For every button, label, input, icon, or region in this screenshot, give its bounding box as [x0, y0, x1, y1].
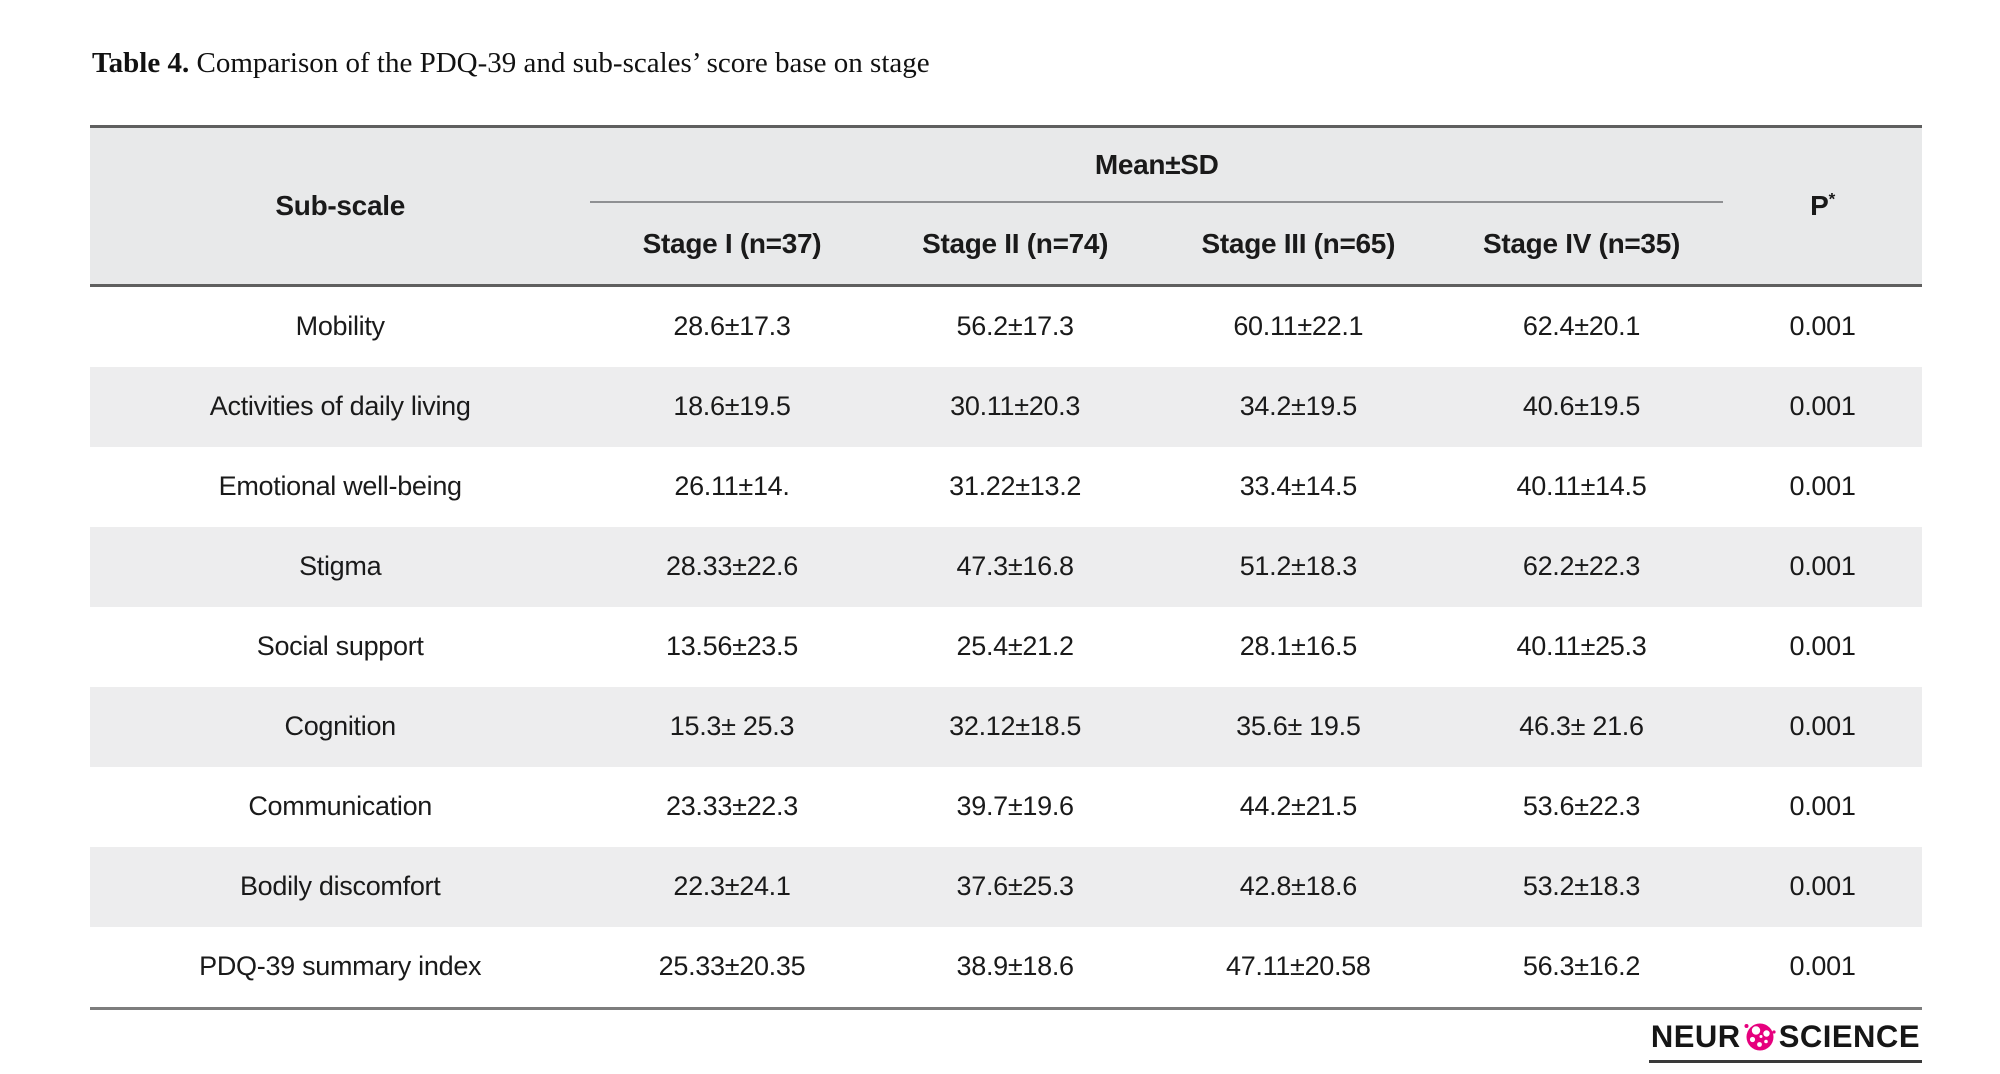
table-row: PDQ-39 summary index 25.33±20.35 38.9±18… — [90, 926, 1922, 1010]
cell-stage4: 40.6±19.5 — [1439, 366, 1724, 447]
cell-stage1: 18.6±19.5 — [590, 366, 874, 447]
cell-stage1: 13.56±23.5 — [666, 631, 798, 662]
cell-stage3: 33.4±14.5 — [1239, 471, 1358, 502]
table-row: Social support 13.56±23.5 25.4±21.2 28.1… — [90, 607, 1922, 687]
table-header: Sub-scale Mean±SD P* Stage I (n=37) Stag… — [90, 124, 1922, 287]
cell-stage1: 23.33±22.3 — [666, 791, 798, 822]
row-label: Stigma — [90, 526, 591, 607]
cell-stage4: 56.3±16.2 — [1439, 926, 1724, 1010]
cell-stage2: 25.4±21.2 — [956, 631, 1075, 662]
cell-p: 0.001 — [1723, 526, 1922, 607]
table-row: Stigma 28.33±22.6 47.3±16.8 51.2±18.3 62… — [90, 526, 1922, 607]
cell-p: 0.001 — [1723, 366, 1922, 447]
cell-p: 0.001 — [1789, 311, 1856, 342]
cell-p: 0.001 — [1789, 631, 1856, 662]
header-sub-scale: Sub-scale — [90, 124, 591, 287]
table-body: Mobility 28.6±17.3 56.2±17.3 60.11±22.1 … — [90, 285, 1922, 1010]
cell-stage2: 37.6±25.3 — [873, 846, 1157, 927]
footer: NEUR SCIENCE — [90, 1018, 1922, 1063]
header-mean-sd: Mean±SD — [590, 124, 1724, 204]
cell-stage4: 53.2±18.3 — [1439, 846, 1724, 927]
row-label: PDQ-39 summary index — [90, 926, 591, 1010]
cell-stage2: 38.9±18.6 — [873, 926, 1157, 1010]
row-label: Communication — [248, 791, 433, 822]
cell-icon — [1744, 1023, 1776, 1051]
cell-p: 0.001 — [1723, 846, 1922, 927]
cell-stage3: 60.11±22.1 — [1233, 311, 1364, 342]
cell-stage3: 35.6± 19.5 — [1156, 686, 1440, 767]
header-stage-3: Stage III (n=65) — [1156, 202, 1440, 287]
cell-stage1: 22.3±24.1 — [590, 846, 874, 927]
row-label: Social support — [256, 631, 424, 662]
cell-p: 0.001 — [1723, 926, 1922, 1010]
row-label: Activities of daily living — [90, 366, 591, 447]
table-row: Bodily discomfort 22.3±24.1 37.6±25.3 42… — [90, 846, 1922, 927]
cell-stage4: 53.6±22.3 — [1522, 791, 1641, 822]
cell-stage4: 46.3± 21.6 — [1439, 686, 1724, 767]
cell-stage4: 40.11±25.3 — [1516, 631, 1647, 662]
table-row: Mobility 28.6±17.3 56.2±17.3 60.11±22.1 … — [90, 285, 1922, 367]
table-row: Emotional well-being 26.11±14. 31.22±13.… — [90, 447, 1922, 527]
header-stage-4: Stage IV (n=35) — [1439, 202, 1724, 287]
cell-stage1: 15.3± 25.3 — [590, 686, 874, 767]
row-label: Mobility — [295, 311, 385, 342]
pdq39-stage-table: Sub-scale Mean±SD P* Stage I (n=37) Stag… — [90, 124, 1922, 1010]
cell-stage2: 32.12±18.5 — [873, 686, 1157, 767]
cell-stage3: 42.8±18.6 — [1156, 846, 1440, 927]
table-caption-label: Table 4. — [92, 47, 190, 79]
cell-stage2: 30.11±20.3 — [873, 366, 1157, 447]
p-asterisk: * — [1828, 189, 1836, 209]
cell-stage1: 26.11±14. — [674, 471, 790, 502]
cell-stage4: 62.2±22.3 — [1439, 526, 1724, 607]
cell-stage3: 51.2±18.3 — [1156, 526, 1440, 607]
cell-stage1: 28.6±17.3 — [673, 311, 791, 342]
cell-stage3: 28.1±16.5 — [1239, 631, 1358, 662]
header-stage-2: Stage II (n=74) — [873, 202, 1157, 287]
cell-stage4: 40.11±14.5 — [1516, 471, 1647, 502]
cell-p: 0.001 — [1723, 686, 1922, 767]
table-caption-text: Comparison of the PDQ-39 and sub-scales’… — [189, 47, 930, 79]
table-row: Cognition 15.3± 25.3 32.12±18.5 35.6± 19… — [90, 686, 1922, 767]
cell-stage3: 47.11±20.58 — [1156, 926, 1440, 1010]
cell-stage1: 28.33±22.6 — [590, 526, 874, 607]
row-label: Bodily discomfort — [90, 846, 591, 927]
cell-stage4: 62.4±20.1 — [1522, 311, 1641, 342]
logo-text-right: SCIENCE — [1778, 1018, 1920, 1055]
cell-stage1: 25.33±20.35 — [590, 926, 874, 1010]
row-label: Emotional well-being — [218, 471, 462, 502]
cell-stage2: 47.3±16.8 — [873, 526, 1157, 607]
cell-stage3: 34.2±19.5 — [1156, 366, 1440, 447]
logo-text-left: NEUR — [1650, 1018, 1741, 1055]
header-stage-1: Stage I (n=37) — [590, 202, 874, 287]
cell-p: 0.001 — [1789, 471, 1856, 502]
cell-stage3: 44.2±21.5 — [1239, 791, 1358, 822]
neuroscience-journal-logo: NEUR SCIENCE — [1648, 1018, 1922, 1063]
header-p-value: P* — [1723, 124, 1922, 287]
cell-stage2: 31.22±13.2 — [949, 471, 1082, 502]
cell-stage2: 39.7±19.6 — [956, 791, 1075, 822]
cell-stage2: 56.2±17.3 — [956, 311, 1075, 342]
row-label: Cognition — [90, 686, 591, 767]
cell-p: 0.001 — [1789, 791, 1856, 822]
table-caption: Table 4. Comparison of the PDQ-39 and su… — [92, 46, 1922, 81]
table-row: Communication 23.33±22.3 39.7±19.6 44.2±… — [90, 767, 1922, 847]
p-label: P — [1810, 189, 1829, 221]
table-row: Activities of daily living 18.6±19.5 30.… — [90, 366, 1922, 447]
